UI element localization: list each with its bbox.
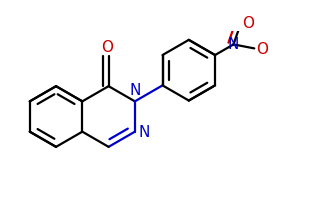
Text: N: N: [138, 125, 150, 140]
Text: N: N: [129, 83, 140, 98]
Text: O: O: [256, 42, 268, 57]
Text: O: O: [101, 40, 113, 55]
Text: N: N: [228, 37, 239, 52]
Text: O: O: [242, 16, 254, 31]
